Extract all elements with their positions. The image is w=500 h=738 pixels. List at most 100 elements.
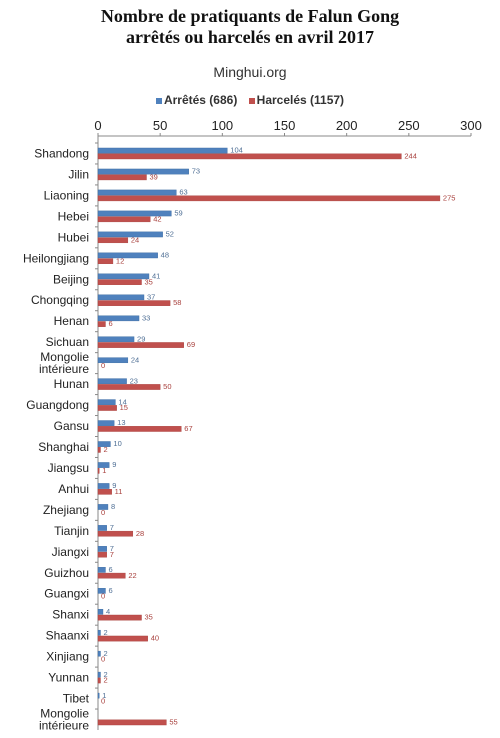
category-label: Chongqing [31, 293, 89, 307]
bar-harceles [97, 551, 107, 558]
bar-harceles [97, 237, 129, 244]
data-label-harceles: 35 [145, 613, 153, 622]
x-tick-label: 0 [94, 118, 101, 133]
category-label: Hunan [54, 377, 89, 391]
bar-arretes [97, 546, 107, 552]
legend-swatch-arretes [155, 97, 162, 104]
bar-harceles [97, 321, 106, 327]
data-label-harceles: 0 [101, 655, 105, 664]
data-label-harceles: 244 [404, 151, 417, 160]
data-label-harceles: 1 [102, 466, 106, 475]
x-tick-label: 200 [336, 118, 358, 133]
bar-arretes [97, 567, 106, 573]
x-tick-label: 150 [274, 118, 296, 133]
bar-arretes [97, 483, 110, 489]
data-label-arretes: 14 [118, 397, 126, 406]
bar-harceles [97, 614, 142, 621]
category-label: Henan [54, 314, 89, 328]
category-label: Mongolie [40, 350, 89, 364]
x-tick-label: 250 [398, 118, 420, 133]
bar-arretes [97, 671, 101, 678]
data-label-harceles: 24 [131, 235, 139, 244]
category-label: Shanxi [52, 608, 89, 622]
data-label-arretes: 9 [112, 481, 116, 490]
bar-arretes [97, 629, 101, 636]
category-label: Shanghai [38, 440, 89, 454]
data-label-harceles: 11 [115, 487, 123, 496]
legend-swatch-harceles [248, 97, 255, 104]
data-label-harceles: 39 [149, 172, 157, 181]
data-label-arretes: 1 [102, 691, 106, 700]
bar-harceles [97, 174, 147, 181]
data-label-harceles: 12 [116, 256, 124, 265]
bar-harceles [97, 405, 117, 411]
bar-arretes [97, 168, 189, 175]
data-label-arretes: 8 [111, 502, 115, 511]
data-label-harceles: 0 [101, 508, 105, 517]
data-label-harceles: 67 [184, 424, 192, 433]
category-label: Tianjin [54, 524, 89, 538]
category-label: intérieure [39, 362, 89, 376]
legend-item-arretes: Arrêtés (686) [155, 93, 237, 107]
data-label-arretes: 4 [106, 607, 110, 616]
data-label-harceles: 50 [163, 382, 171, 391]
bar-arretes [97, 378, 127, 384]
legend-label-harceles: Harcelés (1157) [256, 93, 345, 107]
bar-arretes [97, 399, 116, 405]
bar-harceles [97, 300, 171, 306]
data-label-arretes: 24 [131, 355, 139, 364]
bar-arretes [97, 189, 177, 196]
data-label-arretes: 6 [108, 565, 112, 574]
bar-arretes [97, 357, 129, 364]
chart-legend: Arrêtés (686) Harcelés (1157) [0, 93, 500, 107]
category-label: Guangdong [26, 398, 89, 412]
bar-arretes [97, 294, 145, 301]
data-label-harceles: 55 [169, 718, 177, 727]
bar-harceles [97, 677, 101, 684]
category-label: Jiangxi [52, 545, 89, 559]
data-label-harceles: 15 [120, 403, 128, 412]
chart-title-line2: arrêtés ou harcelés en avril 2017 [125, 27, 375, 47]
data-label-harceles: 275 [443, 193, 456, 202]
data-label-arretes: 2 [103, 649, 107, 658]
data-label-arretes: 2 [103, 670, 107, 679]
data-label-arretes: 29 [137, 334, 145, 343]
category-label: Jiangsu [48, 461, 89, 475]
data-label-arretes: 73 [192, 167, 200, 176]
bar-harceles [97, 572, 126, 579]
bar-arretes [97, 231, 163, 238]
bar-arretes [97, 462, 110, 468]
x-tick-label: 300 [460, 118, 482, 133]
category-label: intérieure [39, 719, 89, 733]
data-label-harceles: 0 [101, 697, 105, 706]
data-label-arretes: 23 [130, 376, 138, 385]
category-label: Yunnan [48, 671, 89, 685]
data-label-arretes: 7 [110, 544, 114, 553]
bar-arretes [97, 504, 109, 510]
data-label-harceles: 40 [151, 634, 159, 643]
bar-arretes [97, 315, 140, 322]
bar-arretes [97, 650, 101, 657]
category-label: Guizhou [44, 566, 89, 580]
bar-harceles [97, 719, 167, 726]
bar-arretes [97, 441, 111, 447]
category-label: Zhejiang [43, 503, 89, 517]
category-label: Tibet [63, 692, 90, 706]
data-label-harceles: 0 [101, 592, 105, 601]
bar-harceles [97, 635, 148, 642]
data-label-arretes: 48 [161, 251, 169, 260]
bar-harceles [97, 468, 100, 474]
data-label-arretes: 52 [166, 230, 174, 239]
data-label-arretes: 7 [110, 523, 114, 532]
data-label-harceles: 69 [187, 340, 195, 349]
bar-harceles [97, 279, 142, 285]
data-label-harceles: 58 [173, 298, 181, 307]
bar-harceles [97, 258, 114, 265]
data-label-arretes: 63 [179, 188, 187, 197]
data-label-arretes: 9 [112, 460, 116, 469]
bar-harceles [97, 216, 151, 223]
data-label-arretes: 104 [230, 146, 243, 155]
data-label-arretes: 13 [117, 418, 125, 427]
data-label-harceles: 35 [145, 277, 153, 286]
